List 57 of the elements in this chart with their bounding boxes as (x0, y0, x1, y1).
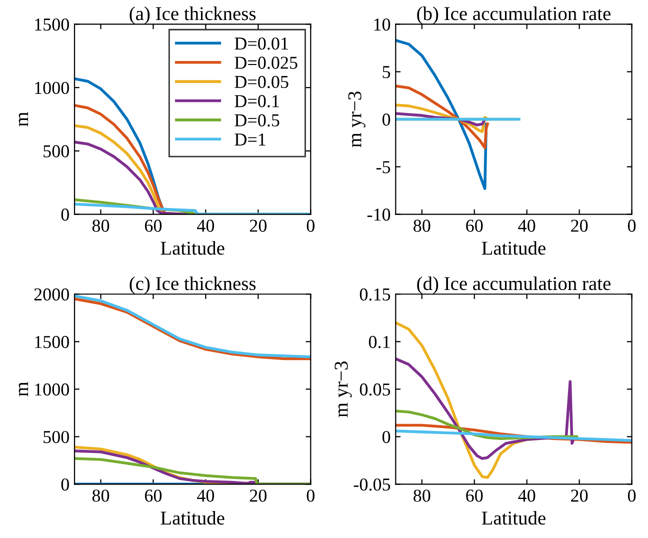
y-tick-label: 0 (61, 478, 69, 491)
legend-label: D=0.01 (234, 37, 288, 50)
y-tick-label: 0.05 (360, 383, 390, 396)
y-tick-label: 0.1 (368, 336, 390, 348)
legend-label: D=0.1 (234, 95, 279, 108)
x-axis-title: Latitude (482, 241, 546, 255)
x-tick-label: 60 (466, 220, 483, 232)
y-tick-label: 0 (61, 208, 69, 221)
y-axis-title: m yr−3 (348, 92, 366, 148)
y-tick-label: 0 (382, 430, 390, 444)
x-tick-label: 20 (571, 220, 588, 232)
y-tick-label: 1500 (35, 18, 69, 31)
x-tick-label: 40 (197, 490, 214, 502)
x-tick-label: 0 (306, 490, 314, 502)
x-axis-title: Latitude (160, 241, 224, 255)
y-axis-title: m (18, 382, 28, 396)
y-tick-label: 0 (382, 114, 390, 126)
y-tick-label: 1000 (35, 82, 69, 94)
x-tick-label: 80 (414, 220, 430, 232)
legend-label: D=0.5 (234, 114, 280, 127)
x-tick-label: 40 (197, 220, 214, 232)
x-tick-label: 20 (571, 490, 588, 502)
y-tick-label: -10 (367, 208, 390, 221)
chart-title: (b) Ice accumulation rate (417, 6, 610, 24)
x-tick-label: 0 (628, 220, 636, 232)
x-tick-label: 80 (92, 490, 110, 502)
y-tick-label: 2000 (34, 288, 69, 301)
x-tick-label: 20 (250, 220, 267, 232)
x-tick-label: 0 (628, 490, 636, 502)
y-tick-label: 500 (44, 430, 69, 444)
x-tick-label: 60 (466, 490, 483, 502)
y-tick-label: 1000 (35, 383, 69, 396)
y-tick-label: -0.05 (354, 478, 390, 491)
legend-label: D=0.025 (234, 56, 298, 69)
y-tick-label: 1500 (35, 336, 69, 348)
legend-label: D=1 (234, 134, 266, 146)
x-tick-label: 60 (144, 220, 162, 232)
y-tick-label: 500 (44, 145, 69, 158)
y-axis-title: m (18, 112, 28, 126)
x-axis-title: Latitude (482, 510, 546, 525)
x-tick-label: 0 (306, 220, 314, 232)
chart-title: (a) Ice thickness (130, 6, 256, 24)
y-axis-title: m yr−3 (334, 361, 352, 418)
x-tick-label: 80 (414, 490, 430, 502)
x-axis-title: Latitude (160, 510, 224, 525)
x-tick-label: 60 (144, 490, 162, 502)
y-tick-label: 0.15 (360, 288, 390, 301)
x-tick-label: 80 (92, 220, 110, 232)
y-tick-label: 10 (374, 18, 390, 31)
y-tick-label: -5 (376, 161, 390, 174)
legend-label: D=0.05 (234, 76, 288, 88)
x-tick-label: 20 (250, 490, 267, 502)
y-tick-label: 5 (382, 66, 390, 78)
x-tick-label: 40 (518, 220, 536, 232)
chart-title: (d) Ice accumulation rate (417, 276, 610, 294)
x-tick-label: 40 (518, 490, 536, 502)
chart-title: (c) Ice thickness (130, 276, 256, 294)
